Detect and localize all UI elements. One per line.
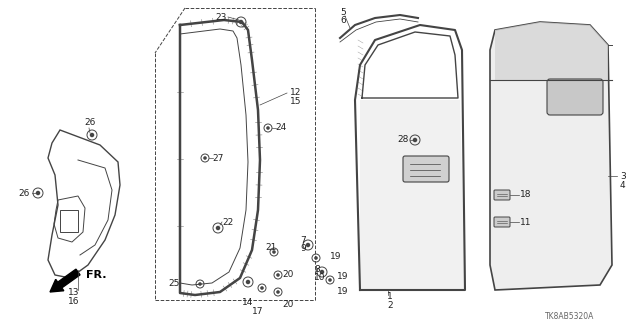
Text: 20: 20 [282, 270, 293, 279]
Text: 24: 24 [275, 123, 286, 132]
Bar [60, 210, 78, 232]
Text: TK8AB5320A: TK8AB5320A [545, 312, 595, 320]
Circle shape [276, 290, 280, 294]
FancyBboxPatch shape [494, 190, 510, 200]
Text: 6: 6 [340, 16, 346, 25]
Polygon shape [490, 22, 612, 290]
Text: 20: 20 [282, 300, 293, 309]
FancyArrow shape [50, 269, 80, 292]
Circle shape [36, 191, 40, 195]
Polygon shape [360, 100, 465, 290]
Text: 1: 1 [387, 292, 393, 301]
Text: 11: 11 [520, 218, 531, 227]
Text: 13: 13 [68, 288, 79, 297]
Circle shape [216, 226, 220, 230]
Circle shape [272, 250, 276, 254]
Text: 18: 18 [520, 190, 531, 199]
Text: 19: 19 [330, 252, 342, 261]
Text: 26: 26 [18, 189, 29, 198]
FancyBboxPatch shape [547, 79, 603, 115]
Text: 22: 22 [222, 218, 233, 227]
Text: 26: 26 [84, 118, 95, 127]
Circle shape [320, 270, 324, 274]
Text: 28: 28 [397, 135, 408, 144]
Circle shape [198, 282, 202, 286]
Text: 8: 8 [314, 265, 320, 274]
Text: 17: 17 [252, 307, 264, 316]
Text: 2: 2 [387, 301, 393, 310]
Text: 9: 9 [300, 244, 306, 253]
Text: 10: 10 [314, 273, 326, 282]
Circle shape [90, 133, 94, 137]
Text: 27: 27 [212, 154, 223, 163]
Circle shape [246, 280, 250, 284]
Text: 12: 12 [290, 88, 301, 97]
Circle shape [260, 286, 264, 290]
Circle shape [239, 20, 243, 24]
Text: FR.: FR. [86, 270, 106, 280]
Polygon shape [495, 22, 608, 80]
Circle shape [413, 138, 417, 142]
FancyBboxPatch shape [494, 217, 510, 227]
Text: 25: 25 [168, 279, 180, 288]
Circle shape [328, 278, 332, 282]
Text: 21: 21 [265, 243, 276, 252]
Text: 23: 23 [215, 13, 227, 22]
Text: 5: 5 [340, 8, 346, 17]
Text: 7: 7 [300, 236, 306, 245]
Circle shape [314, 256, 318, 260]
FancyBboxPatch shape [403, 156, 449, 182]
Text: 14: 14 [243, 298, 253, 307]
Circle shape [266, 126, 270, 130]
Text: 16: 16 [68, 297, 79, 306]
Text: 19: 19 [337, 272, 349, 281]
Text: 15: 15 [290, 97, 301, 106]
Text: 3: 3 [620, 172, 626, 181]
Text: 4: 4 [620, 181, 626, 190]
Text: 19: 19 [337, 287, 349, 296]
Circle shape [306, 243, 310, 247]
Circle shape [204, 156, 207, 160]
Circle shape [276, 273, 280, 277]
